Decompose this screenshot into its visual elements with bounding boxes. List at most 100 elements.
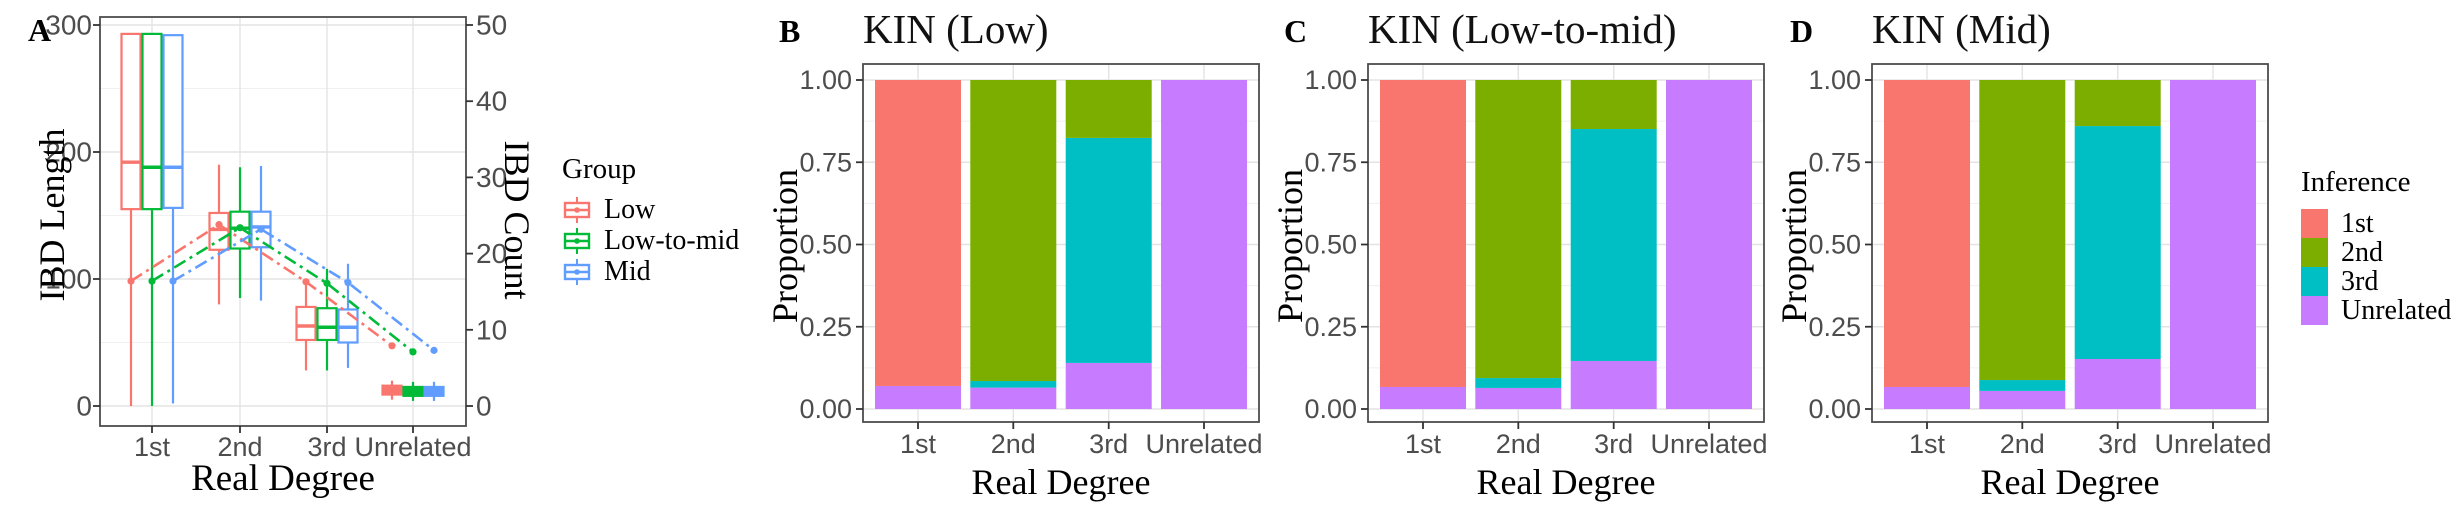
y-left-tick-label: 200 — [45, 137, 92, 168]
y-tick-label: 0.75 — [799, 147, 852, 177]
group-legend: Group Low Low-to-mid Mid — [562, 153, 739, 287]
bar-segment-d-2nd-3rd — [1979, 380, 2066, 391]
bar-segment-d-1st-unrelated — [1884, 386, 1970, 409]
boxplot-key-icon — [563, 196, 591, 223]
x-axis-label-d: Real Degree — [1980, 462, 2160, 502]
panel-title-c: KIN (Low-to-mid) — [1368, 6, 1677, 52]
box — [316, 307, 338, 342]
bar-segment-b-2nd-unrelated — [970, 387, 1057, 409]
count-point-low-3rd — [302, 278, 310, 286]
panel-tag-c: C — [1284, 13, 1308, 49]
count-point-low-to-mid-unrelated — [409, 348, 417, 356]
count-point-mid-2nd — [257, 225, 265, 233]
bar-segment-d-3rd-2nd — [2074, 80, 2161, 127]
count-point-low-to-mid-1st — [148, 277, 156, 285]
x-tick-label: Unrelated — [354, 432, 471, 462]
legend-item-label: Low-to-mid — [604, 224, 740, 256]
x-tick-label: 2nd — [2000, 429, 2045, 459]
bar-segment-d-3rd-3rd — [2074, 126, 2161, 359]
bar-segment-b-1st-unrelated — [875, 385, 961, 409]
y-right-tick-label: 30 — [476, 162, 507, 193]
y-tick-label: 0.75 — [1808, 147, 1861, 177]
y-tick-label: 0.75 — [1304, 147, 1357, 177]
bar-segment-b-1st-1st — [875, 80, 961, 386]
legend-item-mid: Mid — [562, 256, 739, 287]
count-point-mid-1st — [169, 277, 177, 285]
y-left-tick-label: 100 — [45, 264, 92, 295]
y-left-tick-label: 0 — [76, 391, 92, 422]
x-tick-label: 1st — [1909, 429, 1946, 459]
bar-segment-b-3rd-3rd — [1065, 137, 1152, 363]
bar-segment-c-3rd-2nd — [1570, 80, 1657, 130]
color-swatch-3rd — [2301, 267, 2328, 296]
y-tick-label: 0.50 — [1808, 230, 1861, 260]
panel-tag-b: B — [779, 13, 801, 49]
boxplot-mid-1st — [162, 34, 184, 404]
boxplot-low-unrelated — [381, 380, 403, 400]
y-tick-label: 0.50 — [799, 230, 852, 260]
y-tick-label: 0.25 — [1808, 312, 1861, 342]
x-tick-label: 2nd — [1496, 429, 1541, 459]
bar-segment-b-3rd-unrelated — [1065, 362, 1152, 409]
x-tick-label: 2nd — [991, 429, 1036, 459]
count-point-mid-unrelated — [430, 346, 438, 354]
bar-segment-d-2nd-2nd — [1979, 80, 2066, 381]
count-line-low-to-mid — [151, 226, 414, 353]
group-legend-title: Group — [562, 153, 637, 185]
key-point — [574, 268, 580, 275]
boxplot-key-icon — [563, 258, 591, 285]
legend-item-unrelated: Unrelated — [2301, 295, 2451, 326]
y-tick-label: 1.00 — [799, 65, 852, 95]
x-tick-label: Unrelated — [1145, 429, 1262, 459]
count-point-mid-3rd — [344, 278, 352, 287]
boxplot-key-icon — [563, 227, 591, 254]
boxplot-mid-unrelated — [423, 381, 445, 401]
count-point-low-to-mid-3rd — [323, 279, 331, 287]
bar-segment-b-2nd-2nd — [970, 80, 1057, 382]
x-tick-label: 1st — [1405, 429, 1442, 459]
panel-c-plot: 0.00 0.25 0.50 0.75 1.00 1st 2nd 3rd Unrelated — [1304, 63, 1768, 459]
panel-border — [862, 63, 1260, 423]
panel-border — [1871, 63, 2269, 423]
inference-legend-title: Inference — [2301, 166, 2411, 198]
x-axis-label-a: Real Degree — [191, 458, 375, 499]
legend-item-label: 2nd — [2341, 236, 2383, 268]
y-right-tick-label: 10 — [476, 314, 507, 345]
box — [141, 32, 163, 211]
y-tick-label: 1.00 — [1304, 65, 1357, 95]
x-tick-label: 3rd — [1089, 429, 1128, 459]
key-point — [574, 237, 580, 244]
bar-segment-c-2nd-2nd — [1475, 80, 1562, 379]
y-axis-label-ibd-length: IBD Length — [32, 128, 72, 302]
y-right-tick-label: 50 — [476, 10, 507, 41]
x-tick-label: Unrelated — [2154, 429, 2271, 459]
count-point-low-to-mid-2nd — [236, 224, 244, 232]
boxplot-low-1st — [120, 32, 142, 406]
legend-item-label: Low — [604, 193, 656, 225]
x-axis-label-b: Real Degree — [971, 462, 1151, 502]
legend-item-label: 1st — [2341, 207, 2374, 239]
bar-segment-b-2nd-3rd — [970, 381, 1057, 388]
color-swatch-unrelated — [2301, 296, 2328, 325]
box — [162, 34, 184, 209]
y-tick-label: 0.00 — [799, 394, 852, 424]
y-tick-label: 0.50 — [1304, 230, 1357, 260]
boxplot-low-to-mid-unrelated — [402, 381, 424, 401]
y-tick-label: 0.25 — [799, 312, 852, 342]
panel-border — [99, 16, 467, 427]
y-tick-label: 0.00 — [1304, 394, 1357, 424]
x-tick-label: 1st — [900, 429, 937, 459]
y-axis-label-ibd-count: IBD Count — [497, 140, 537, 300]
y-tick-label: 0.25 — [1304, 312, 1357, 342]
box — [295, 305, 317, 342]
x-tick-label: 3rd — [2098, 429, 2137, 459]
count-point-low-2nd — [215, 221, 223, 229]
y-tick-label: 1.00 — [1808, 65, 1861, 95]
panel-title-d: KIN (Mid) — [1872, 6, 2051, 52]
panel-tag-a: A — [28, 12, 52, 48]
panel-a-plot: 0 100 200 300 0 10 20 30 40 50 1st 2nd 3rd Unrelated — [45, 10, 507, 463]
x-tick-label: 1st — [134, 432, 171, 462]
boxplot-low-to-mid-3rd — [316, 268, 338, 371]
